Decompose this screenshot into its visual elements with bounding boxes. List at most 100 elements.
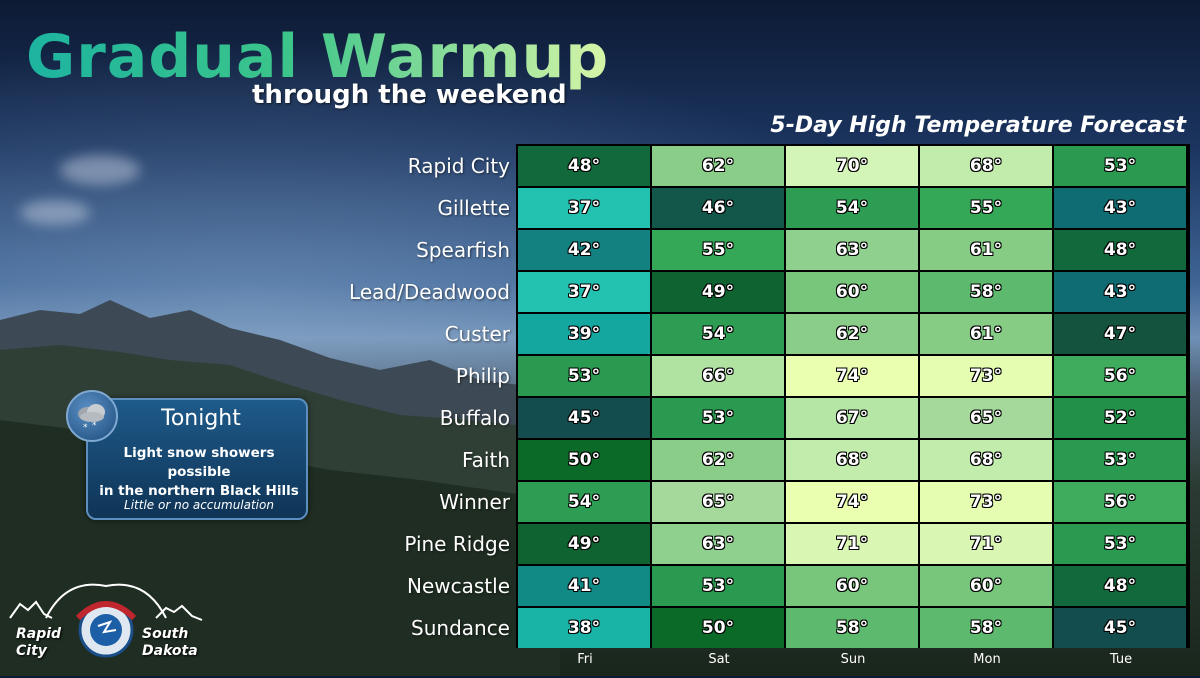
city-label: Rapid City: [407, 154, 510, 178]
temp-cell: 61°: [920, 314, 1052, 354]
temp-cell: 60°: [920, 566, 1052, 606]
temp-cell: 68°: [786, 440, 918, 480]
temp-cell: 62°: [786, 314, 918, 354]
temp-cell: 54°: [518, 482, 650, 522]
city-label: Gillette: [437, 196, 510, 220]
nws-logo: Rapid City South Dakota: [6, 578, 216, 674]
temp-cell: 60°: [786, 272, 918, 312]
background-cloud: [60, 155, 140, 185]
temp-cell: 39°: [518, 314, 650, 354]
temp-cell: 53°: [652, 398, 784, 438]
temp-cell: 63°: [652, 524, 784, 564]
logo-left-line-1: Rapid: [16, 626, 62, 642]
temp-cell: 45°: [518, 398, 650, 438]
temp-cell: 74°: [786, 482, 918, 522]
temp-cell: 38°: [518, 608, 650, 648]
temp-cell: 49°: [652, 272, 784, 312]
temp-cell: 61°: [920, 230, 1052, 270]
tonight-note: Little or no accumulation: [124, 498, 274, 512]
temp-cell: 74°: [786, 356, 918, 396]
city-label: Newcastle: [407, 574, 510, 598]
nws-emblem: [9, 583, 203, 658]
temp-cell: 65°: [920, 398, 1052, 438]
day-label: Fri: [577, 652, 593, 667]
temp-cell: 53°: [1054, 524, 1186, 564]
temp-cell: 54°: [652, 314, 784, 354]
temp-cell: 68°: [920, 146, 1052, 186]
city-label: Winner: [439, 490, 510, 514]
temp-cell: 62°: [652, 146, 784, 186]
temp-cell: 70°: [786, 146, 918, 186]
temp-cell: 37°: [518, 272, 650, 312]
temp-cell: 54°: [786, 188, 918, 228]
temp-cell: 48°: [1054, 566, 1186, 606]
temp-cell: 71°: [786, 524, 918, 564]
temp-cell: 53°: [1054, 146, 1186, 186]
temp-cell: 50°: [518, 440, 650, 480]
temp-cell: 58°: [920, 608, 1052, 648]
city-label: Sundance: [411, 616, 510, 640]
background-cloud: [20, 200, 90, 225]
logo-left-line-2: City: [16, 643, 47, 659]
city-label: Lead/Deadwood: [349, 280, 510, 304]
temp-cell: 62°: [652, 440, 784, 480]
temp-cell: 65°: [652, 482, 784, 522]
tonight-heading: Tonight: [161, 406, 241, 431]
temp-cell: 49°: [518, 524, 650, 564]
temp-cell: 67°: [786, 398, 918, 438]
temp-cell: 47°: [1054, 314, 1186, 354]
temp-cell: 58°: [786, 608, 918, 648]
temp-cell: 45°: [1054, 608, 1186, 648]
logo-right-text: South Dakota: [142, 626, 198, 660]
temp-cell: 48°: [1054, 230, 1186, 270]
tonight-description: Light snow showers possible in the north…: [96, 444, 302, 501]
temp-cell: 46°: [652, 188, 784, 228]
temp-cell: 53°: [652, 566, 784, 606]
temp-cell: 73°: [920, 482, 1052, 522]
tonight-line-2: in the northern Black Hills: [99, 483, 299, 499]
temp-cell: 55°: [652, 230, 784, 270]
day-label: Sun: [840, 652, 866, 667]
city-label: Custer: [444, 322, 510, 346]
temp-cell: 71°: [920, 524, 1052, 564]
temp-cell: 55°: [920, 188, 1052, 228]
day-label: Mon: [973, 652, 1001, 667]
tonight-panel: Tonight Light snow showers possible in t…: [86, 398, 308, 520]
temp-cell: 68°: [920, 440, 1052, 480]
temp-cell: 53°: [518, 356, 650, 396]
temp-cell: 48°: [518, 146, 650, 186]
temp-cell: 66°: [652, 356, 784, 396]
temp-cell: 41°: [518, 566, 650, 606]
svg-text:*: *: [83, 423, 88, 433]
city-label: Buffalo: [439, 406, 510, 430]
tonight-line-1: Light snow showers possible: [123, 445, 275, 480]
temp-cell: 53°: [1054, 440, 1186, 480]
snow-cloud-icon: * *: [66, 390, 118, 442]
temp-cell: 50°: [652, 608, 784, 648]
svg-text:*: *: [92, 421, 97, 431]
temp-cell: 63°: [786, 230, 918, 270]
city-label: Pine Ridge: [404, 532, 510, 556]
day-label: Sat: [708, 652, 730, 667]
forecast-grid: 48° 62° 70° 68° 53° 37° 46° 54° 55° 43° 42° 55° 63° 6…: [516, 144, 1190, 648]
temp-cell: 43°: [1054, 188, 1186, 228]
temp-cell: 42°: [518, 230, 650, 270]
temp-cell: 58°: [920, 272, 1052, 312]
logo-left-text: Rapid City: [16, 626, 61, 660]
city-label: Faith: [462, 448, 510, 472]
temp-cell: 56°: [1054, 482, 1186, 522]
temp-cell: 60°: [786, 566, 918, 606]
temp-cell: 56°: [1054, 356, 1186, 396]
temp-cell: 52°: [1054, 398, 1186, 438]
logo-right-line-1: South: [142, 626, 189, 642]
forecast-table-title: 5-Day High Temperature Forecast: [770, 113, 1186, 138]
logo-right-line-2: Dakota: [142, 643, 198, 659]
day-label: Tue: [1109, 652, 1133, 667]
city-label: Philip: [455, 364, 510, 388]
temp-cell: 43°: [1054, 272, 1186, 312]
temp-cell: 37°: [518, 188, 650, 228]
city-label: Spearfish: [416, 238, 510, 262]
page-subtitle: through the weekend: [252, 80, 567, 110]
temp-cell: 73°: [920, 356, 1052, 396]
page-title: Gradual Warmup: [26, 22, 610, 92]
